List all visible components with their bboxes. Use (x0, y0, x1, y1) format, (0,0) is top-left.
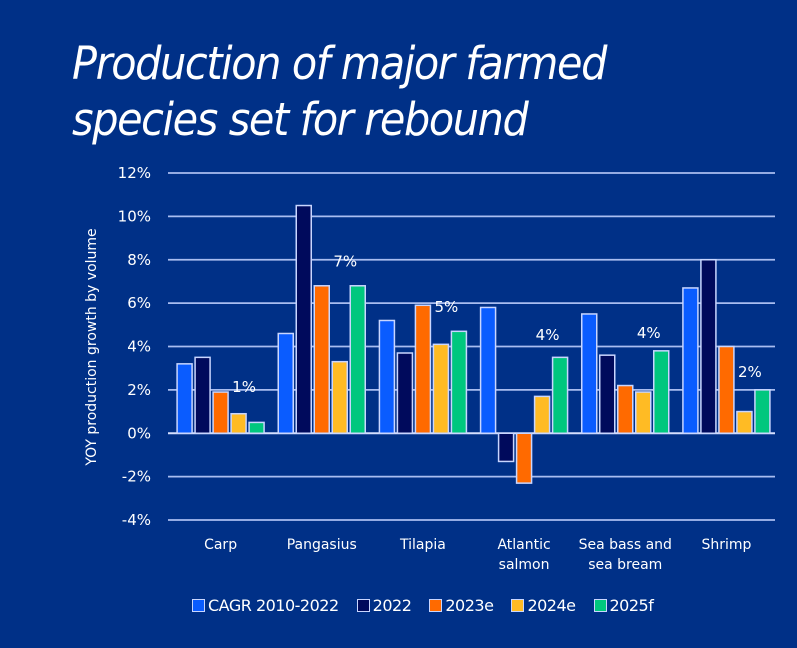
legend-item: 2022 (356, 596, 412, 615)
category-label: Pangasius (287, 537, 357, 553)
category-label: Atlantic (497, 537, 550, 553)
y-tick-label: 6% (127, 294, 151, 312)
bar (212, 391, 229, 435)
data-label: 2% (738, 363, 762, 381)
legend-swatch (511, 599, 525, 612)
bar (736, 410, 753, 434)
y-tick-label: -2% (122, 468, 151, 486)
bar (378, 319, 396, 435)
y-axis-ticks: 12% 10% 8% 6% 4% 2% 0% -2% -4% (118, 164, 151, 529)
bar (432, 343, 450, 434)
legend-label: CAGR 2010-2022 (208, 596, 339, 615)
legend: CAGR 2010-2022 2022 2023e 2024e 2025f (192, 596, 654, 615)
y-tick-label: 8% (127, 251, 151, 269)
data-label: 1% (232, 378, 256, 396)
bar (599, 354, 616, 434)
bar (295, 204, 312, 434)
legend-item: 2024e (511, 596, 576, 615)
category-label: sea bream (588, 557, 662, 573)
x-axis-categories: Carp Pangasius Tilapia Atlantic salmon Sea ba… (204, 537, 751, 573)
data-label: 4% (637, 324, 661, 342)
bar (682, 287, 699, 434)
bar (653, 350, 670, 434)
bar (414, 304, 432, 435)
bar (248, 421, 265, 434)
y-tick-label: 2% (127, 381, 151, 399)
y-tick-label: 0% (127, 424, 151, 442)
chart-title: Production of major farmed species set f… (72, 36, 607, 148)
legend-swatch (429, 599, 443, 612)
bar (581, 313, 598, 434)
bar (479, 306, 497, 434)
legend-label: 2023e (445, 596, 494, 615)
bar (349, 285, 366, 434)
bar (551, 356, 569, 434)
bar (515, 432, 533, 484)
bar (230, 412, 247, 435)
legend-item: 2025f (593, 596, 654, 615)
data-label: 5% (435, 298, 459, 316)
bar (754, 389, 771, 434)
legend-label: 2024e (527, 596, 576, 615)
category-label: Shrimp (701, 537, 751, 553)
y-tick-label: 10% (118, 207, 151, 225)
legend-swatch (356, 599, 370, 612)
bar (277, 332, 294, 434)
gridlines (168, 172, 775, 521)
legend-swatch (593, 599, 607, 612)
y-tick-label: 12% (118, 164, 151, 182)
bar (497, 432, 515, 463)
legend-item: 2023e (429, 596, 494, 615)
bar (313, 285, 330, 434)
bar (533, 395, 551, 435)
legend-item: CAGR 2010-2022 (192, 596, 339, 615)
bar (194, 356, 211, 434)
category-label: salmon (499, 557, 550, 573)
bar (635, 391, 652, 435)
legend-swatch (192, 599, 205, 612)
legend-label: 2022 (372, 596, 412, 615)
bar (617, 384, 634, 435)
data-label: 4% (536, 326, 560, 344)
y-tick-label: 4% (127, 338, 151, 356)
chart-title-line-1: Production of major farmed (72, 37, 607, 90)
category-label: Tilapia (399, 537, 446, 553)
legend-label: 2025f (609, 596, 654, 615)
bar (331, 360, 348, 434)
bar (718, 345, 735, 434)
bar (176, 363, 193, 435)
bar (700, 259, 717, 434)
y-axis-label: YOY production growth by volume (84, 228, 100, 466)
bars (176, 204, 771, 484)
y-tick-label: -4% (122, 511, 151, 529)
category-label: Carp (204, 537, 237, 553)
data-label: 7% (333, 252, 357, 270)
category-label: Sea bass and (579, 537, 672, 553)
bar (450, 330, 468, 435)
chart-title-line-2: species set for rebound (72, 93, 529, 146)
data-labels: 1% 7% 5% 4% 4% 2% (232, 252, 762, 396)
bar (396, 352, 414, 435)
